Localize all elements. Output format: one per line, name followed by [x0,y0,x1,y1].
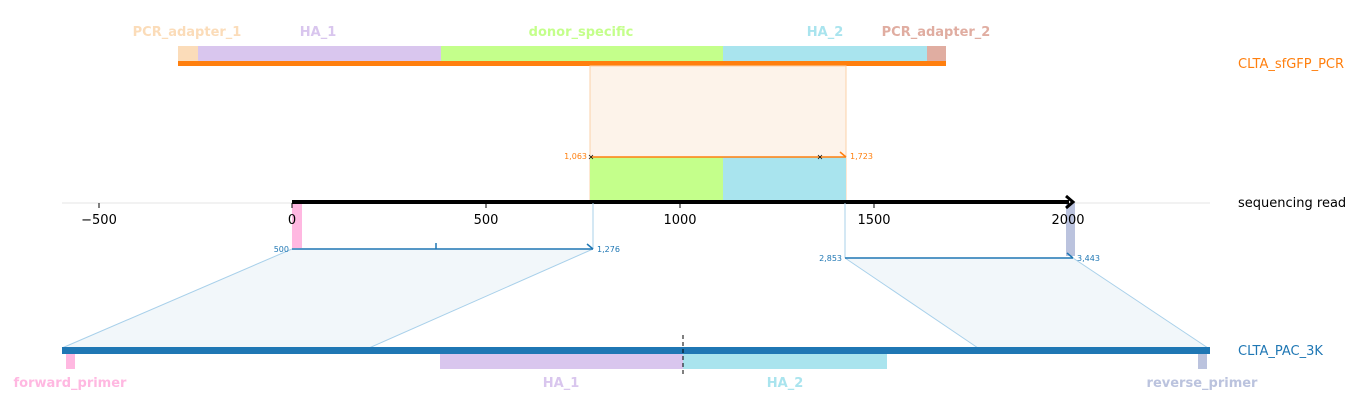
top-alignment-arrowhead [839,151,847,158]
top-alignment-end-label: 1,723 [850,152,873,161]
tick-group-0: 0 [288,203,296,228]
bottom-alignment-1-shade [62,249,593,348]
tick-group-neg500: −500 [81,203,117,228]
label-reverse-primer: reverse_primer [1147,376,1259,391]
top-reference-bar [178,61,946,66]
bottom-alignment-2-arrowhead [1066,252,1074,259]
read-feature-forward-primer [292,203,302,248]
bottom-reference-bar [62,347,1210,354]
feature-pcr-adapter-2 [927,46,946,61]
label-forward-primer: forward_primer [14,376,128,391]
tick-group-1500: 1500 [857,203,891,228]
label-ha-1: HA_1 [543,376,580,391]
feature-forward-primer [66,354,75,369]
bottom-alignment-2-shade [845,258,1208,348]
feature-ha-1 [440,354,683,369]
feature-ha-1 [198,46,441,61]
sequencing-read-label: sequencing read [1238,196,1346,211]
tick-label: −500 [81,213,117,228]
bottom-alignment-1-end-label: 1,276 [597,245,620,254]
feature-ha-2 [683,354,887,369]
bottom-alignment-2-start-label: 2,853 [819,254,842,263]
tick-label: 1500 [857,213,890,228]
bottom-alignment-1: 500 1,276 [61,203,620,349]
tick-label: 1000 [663,213,696,228]
label-donor-specific: donor_specific [529,25,634,40]
feature-reverse-primer [1198,354,1207,369]
top-reference-name: CLTA_sfGFP_PCR [1238,57,1344,72]
top-reference-track: PCR_adapter_1 HA_1 donor_specific HA_2 P… [133,25,1344,72]
read-feature-donor-specific [590,157,723,202]
read-feature-ha-2 [723,157,846,202]
feature-pcr-adapter-1 [178,46,198,61]
label-pcr-adapter-1: PCR_adapter_1 [133,25,242,40]
top-alignment: × × 1,063 1,723 [564,65,873,203]
tick-group-2000: 2000 [1051,203,1085,228]
bottom-alignment-1-arrowhead [586,243,594,250]
feature-donor-specific [441,46,723,61]
top-mismatch-marker-2: × [817,153,824,162]
label-ha-1: HA_1 [300,25,337,40]
label-ha-2: HA_2 [767,376,804,391]
tick-label: 0 [288,213,296,228]
bottom-alignment-2: 2,853 3,443 [819,203,1209,349]
bottom-alignment-2-end-label: 3,443 [1077,254,1100,263]
tick-label: 2000 [1051,213,1084,228]
read-feature-reverse-primer [1066,203,1075,256]
read-axis: sequencing read −500 0 500 1000 1500 200… [62,194,1346,256]
bottom-reference-name: CLTA_PAC_3K [1238,344,1323,359]
label-pcr-adapter-2: PCR_adapter_2 [882,25,991,40]
bottom-reference-track: forward_primer HA_1 HA_2 reverse_primer … [14,335,1323,391]
bottom-alignment-1-start-label: 500 [274,245,289,254]
tick-group-500: 500 [474,203,499,228]
top-mismatch-marker-1: × [588,153,595,162]
tick-label: 500 [474,213,499,228]
tick-group-1000: 1000 [663,203,697,228]
label-ha-2: HA_2 [807,25,844,40]
top-alignment-start-label: 1,063 [564,152,587,161]
feature-ha-2 [723,46,927,61]
